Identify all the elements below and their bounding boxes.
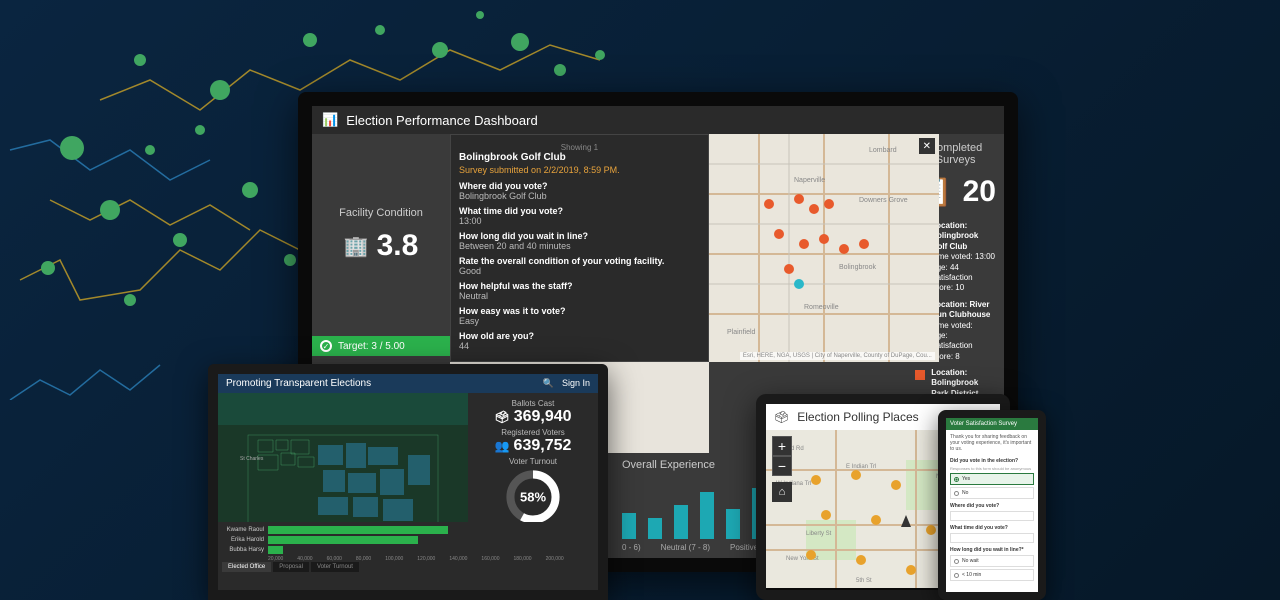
dashboard-header: 📊 Election Performance Dashboard xyxy=(312,106,1004,134)
registered-value: 639,752 xyxy=(514,437,572,455)
dashboard-title: Election Performance Dashboard xyxy=(346,113,538,128)
survey-q1-hint: Responses to this form should be anonymo… xyxy=(950,466,1034,471)
popup-title: Bolingbrook Golf Club xyxy=(459,152,700,163)
svg-text:Plainfield: Plainfield xyxy=(727,329,756,336)
building-icon: 🏢 xyxy=(344,234,369,259)
zoom-out-button[interactable]: − xyxy=(772,456,792,476)
dashboard-icon: 📊 xyxy=(322,112,338,128)
svg-text:Lombard: Lombard xyxy=(869,147,897,154)
facility-condition-metric: Facility Condition 🏢 3.8 xyxy=(312,134,450,336)
survey-header: Voter Satisfaction Survey xyxy=(946,418,1038,430)
search-icon[interactable]: 🔍 xyxy=(543,378,554,389)
registered-label: Registered Voters xyxy=(472,428,594,437)
surveys-value: 20 xyxy=(963,175,996,209)
laptop-header: Promoting Transparent Elections 🔍 Sign I… xyxy=(218,374,598,393)
survey-q4-opt1[interactable]: No wait xyxy=(950,555,1034,567)
zoom-in-button[interactable]: + xyxy=(772,436,792,456)
turnout-donut-chart: 58% xyxy=(504,468,562,526)
signin-link[interactable]: Sign In xyxy=(562,378,590,389)
map-attribution: Esri, HERE, NGA, USGS | City of Napervil… xyxy=(740,352,935,360)
survey-q4-opt2[interactable]: < 10 min xyxy=(950,569,1034,581)
survey-q2: Where did you vote? xyxy=(950,503,1034,509)
ballots-value: 369,940 xyxy=(514,408,572,426)
laptop-tabs[interactable]: Elected OfficeProposalVoter Turnout xyxy=(222,562,594,572)
target-indicator: ✓ Target: 3 / 5.00 xyxy=(312,336,450,356)
voters-icon: 👥 xyxy=(495,439,510,453)
ballot-icon: 🗳 xyxy=(494,410,509,424)
survey-q3-input[interactable] xyxy=(950,533,1034,543)
survey-q4: How long did you wait in line?* xyxy=(950,547,1034,553)
svg-text:Naperville: Naperville xyxy=(794,177,825,184)
svg-text:St Charles: St Charles xyxy=(240,456,264,462)
survey-tablet: Voter Satisfaction Survey Thank you for … xyxy=(938,410,1046,600)
survey-q1-opt-yes[interactable]: Yes xyxy=(950,473,1034,485)
survey-q1-opt-no[interactable]: No xyxy=(950,487,1034,499)
laptop-title: Promoting Transparent Elections xyxy=(226,378,371,389)
svg-text:Romeoville: Romeoville xyxy=(804,304,839,311)
location-map[interactable]: Naperville Lombard Downers Grove Bolingb… xyxy=(709,134,939,362)
tablet-title: Election Polling Places xyxy=(797,410,918,424)
home-button[interactable]: ⌂ xyxy=(772,482,792,502)
svg-text:Liberty St: Liberty St xyxy=(806,531,832,537)
polling-icon: 🗳 xyxy=(774,410,789,424)
turnout-pct: 58% xyxy=(520,490,546,505)
survey-q2-input[interactable] xyxy=(950,511,1034,521)
facility-value: 3.8 xyxy=(377,229,419,263)
survey-intro: Thank you for sharing feedback on your v… xyxy=(950,434,1034,452)
survey-detail-popup: Showing 1 Bolingbrook Golf Club Survey s… xyxy=(450,134,709,362)
ballots-label: Ballots Cast xyxy=(472,399,594,408)
popup-showing: Showing 1 xyxy=(459,143,700,152)
candidate-bar-chart: Kwame RaoulErika HaroldBubba Harsy 20,00… xyxy=(218,522,598,590)
facility-label: Facility Condition xyxy=(339,207,423,219)
popup-submitted: Survey submitted on 2/2/2019, 8:59 PM. xyxy=(459,165,700,175)
target-label: Target: 3 / 5.00 xyxy=(338,341,405,352)
survey-q3: What time did you vote? xyxy=(950,525,1034,531)
svg-text:Downers Grove: Downers Grove xyxy=(859,197,908,204)
svg-text:E Indian Trl: E Indian Trl xyxy=(846,464,876,470)
check-icon: ✓ xyxy=(320,340,332,352)
map-close-button[interactable]: ✕ xyxy=(919,138,935,154)
svg-text:5th St: 5th St xyxy=(856,578,872,584)
laptop-device: Promoting Transparent Elections 🔍 Sign I… xyxy=(208,364,608,600)
turnout-label: Voter Turnout xyxy=(472,457,594,466)
svg-text:Bolingbrook: Bolingbrook xyxy=(839,264,876,271)
survey-q1: Did you vote in the election? xyxy=(950,458,1034,464)
